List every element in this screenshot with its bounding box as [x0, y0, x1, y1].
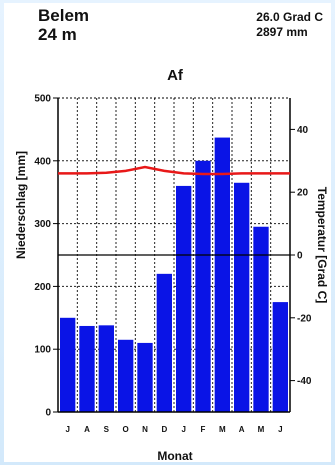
y-axis-label: Niederschlag [mm] — [14, 151, 28, 259]
month-tick-label: M — [219, 425, 226, 434]
precipitation-bar — [156, 273, 172, 412]
right-tick-label: 0 — [297, 251, 303, 262]
left-axis-ticks: 0 100 200 300 400 500 — [34, 94, 58, 419]
month-tick-label: M — [258, 425, 265, 434]
left-tick-label: 400 — [34, 156, 51, 167]
month-tick-label: J — [278, 425, 282, 434]
month-tick-label: O — [123, 425, 129, 434]
left-tick-label: 300 — [34, 219, 51, 230]
precipitation-bar — [272, 302, 288, 412]
station-info: Belem 24 m — [38, 6, 89, 44]
temperature-series-line — [58, 165, 290, 176]
month-tick-label: N — [142, 425, 148, 434]
mean-temperature: 26.0 Grad C — [256, 10, 323, 24]
y2-axis-label: Temperatur [Grad C] — [315, 187, 329, 303]
right-tick-label: 40 — [297, 125, 309, 136]
left-tick-label: 500 — [34, 94, 51, 105]
left-tick-label: 200 — [34, 282, 51, 293]
precipitation-bar — [176, 185, 192, 412]
right-tick-label: -20 — [297, 313, 312, 324]
precipitation-bar — [195, 160, 211, 412]
precipitation-bar — [253, 226, 269, 412]
month-tick-label: A — [84, 425, 90, 434]
precipitation-bar — [118, 339, 134, 412]
month-tick-label: F — [201, 425, 206, 434]
precipitation-bars — [60, 137, 288, 412]
left-tick-label: 100 — [34, 345, 51, 356]
x-axis-label: Monat — [157, 449, 192, 463]
right-tick-label: 20 — [297, 188, 309, 199]
month-tick-label: J — [65, 425, 69, 434]
right-tick-label: -40 — [297, 376, 312, 387]
precipitation-bar — [137, 342, 153, 412]
chart-title: Af — [167, 67, 184, 84]
left-tick-label: 0 — [45, 408, 51, 419]
precipitation-bar — [98, 325, 114, 412]
month-tick-label: J — [181, 425, 185, 434]
month-tick-label: S — [104, 425, 110, 434]
month-tick-label: A — [239, 425, 245, 434]
precipitation-bar — [60, 317, 76, 412]
station-name: Belem — [38, 6, 90, 25]
temperature-line — [58, 165, 290, 176]
precipitation-bar — [214, 137, 230, 412]
precipitation-bar — [79, 325, 95, 412]
month-tick-label: D — [161, 425, 167, 434]
annual-precipitation: 2897 mm — [256, 25, 308, 39]
climate-summary: 26.0 Grad C 2897 mm — [256, 10, 323, 40]
grid — [58, 98, 290, 412]
right-axis-ticks: -40 -20 0 20 40 — [290, 125, 312, 387]
station-elevation: 24 m — [38, 25, 77, 44]
precipitation-bar — [234, 182, 250, 412]
